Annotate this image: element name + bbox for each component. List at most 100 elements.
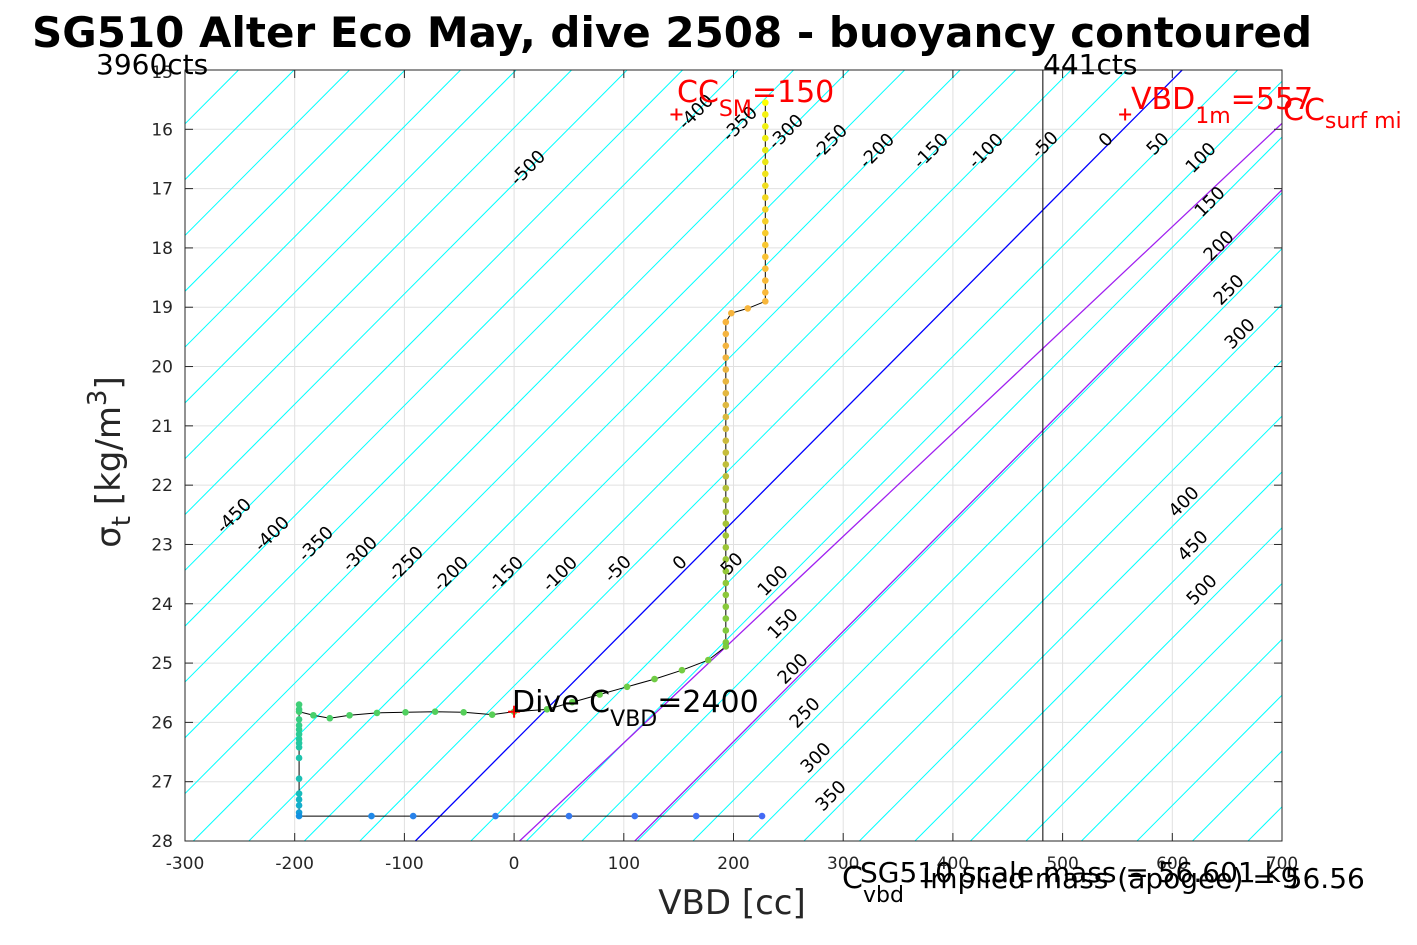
contour-line bbox=[0, 70, 17, 841]
y-tick-label: 28 bbox=[151, 832, 173, 852]
data-point bbox=[722, 437, 730, 444]
contour-line bbox=[803, 359, 1282, 841]
contour-line bbox=[970, 527, 1282, 841]
data-point bbox=[568, 698, 576, 706]
data-point bbox=[431, 708, 439, 716]
data-point bbox=[295, 754, 303, 762]
contour-line bbox=[185, 70, 461, 348]
contour-line bbox=[1359, 70, 1417, 841]
data-point bbox=[722, 496, 730, 504]
cvbd-label-sub: vbd bbox=[863, 883, 904, 908]
x-tick-label: -100 bbox=[385, 854, 424, 874]
svg-text:σt [kg/m3]: σt [kg/m3] bbox=[83, 376, 137, 548]
data-point bbox=[722, 627, 730, 634]
data-point bbox=[762, 265, 769, 272]
data-point bbox=[722, 555, 730, 563]
data-point bbox=[722, 643, 730, 650]
contour-line bbox=[192, 70, 961, 841]
cc-surf-label-main: CC bbox=[1283, 93, 1325, 128]
vbd-1m-label-main: VBD bbox=[1131, 82, 1195, 117]
data-point bbox=[492, 812, 499, 820]
y-axis-label-symbol: σ bbox=[89, 526, 129, 548]
data-point bbox=[623, 683, 631, 691]
x-tick-label: 700 bbox=[1266, 854, 1298, 874]
y-axis-label-sup: 3 bbox=[83, 390, 113, 407]
data-point bbox=[651, 675, 658, 683]
vbd-1m-label: VBD1m=557 bbox=[1131, 82, 1313, 129]
data-point bbox=[295, 790, 303, 797]
y-axis-label: σt [kg/m3] bbox=[83, 376, 137, 548]
data-point bbox=[565, 812, 573, 820]
data-point bbox=[722, 615, 730, 622]
data-point bbox=[762, 253, 769, 261]
y-tick-label: 20 bbox=[151, 358, 173, 378]
data-point bbox=[722, 378, 730, 385]
contour-line bbox=[692, 247, 1282, 841]
y-axis-ticks: 16 17 18 19 20 21 22 23 24 25 26 27 28 15 bbox=[151, 63, 1282, 852]
cc-surf-label-sub: surf mi bbox=[1325, 109, 1402, 134]
reference-lines bbox=[414, 70, 1282, 841]
contour-line bbox=[859, 415, 1282, 841]
data-point bbox=[722, 461, 730, 468]
data-point bbox=[310, 711, 317, 719]
data-point bbox=[409, 812, 417, 820]
dive-cvbd-label-sub: VBD bbox=[610, 707, 657, 732]
x-tick-label: 600 bbox=[1156, 854, 1188, 874]
data-point bbox=[596, 691, 603, 698]
x-tick-label: -200 bbox=[275, 854, 314, 874]
data-point bbox=[722, 603, 730, 611]
data-point bbox=[762, 289, 769, 296]
data-point bbox=[722, 449, 730, 456]
data-point bbox=[722, 579, 730, 587]
contour-line bbox=[185, 70, 850, 739]
x-axis-ticks: -300 -200 -100 0 100 200 300 400 500 600 700 bbox=[166, 70, 1298, 874]
data-point bbox=[722, 342, 730, 350]
contour-line bbox=[185, 70, 905, 795]
contour-line bbox=[185, 70, 628, 516]
data-point bbox=[762, 146, 769, 154]
vbd-1m-marker bbox=[1119, 108, 1132, 121]
data-point bbox=[295, 716, 303, 723]
data-point bbox=[762, 241, 769, 249]
contour-line bbox=[185, 70, 739, 627]
contour-line bbox=[185, 70, 794, 683]
contour-line bbox=[637, 192, 1282, 841]
data-point bbox=[722, 401, 730, 409]
data-point bbox=[722, 318, 730, 326]
data-point bbox=[762, 170, 769, 178]
y-axis-label-sub: t bbox=[107, 516, 137, 526]
contour-line bbox=[1304, 70, 1417, 841]
data-point bbox=[722, 330, 730, 338]
cc-sm-label-main: CC bbox=[677, 75, 719, 110]
data-point bbox=[543, 706, 551, 713]
markers bbox=[508, 108, 1132, 718]
data-point bbox=[762, 206, 769, 213]
data-point bbox=[722, 544, 730, 551]
y-tick-label: 22 bbox=[151, 476, 173, 496]
scale-mass-label: SG510 scale mass = 56.601 kg bbox=[860, 856, 1299, 889]
data-point bbox=[295, 701, 303, 708]
data-point bbox=[762, 298, 769, 305]
y-tick-label-top: 15 bbox=[151, 63, 173, 83]
chart-title: SG510 Alter Eco May, dive 2508 - buoyanc… bbox=[32, 8, 1312, 57]
y-axis-label-close: ] bbox=[89, 376, 129, 389]
y-tick-label: 18 bbox=[151, 239, 173, 259]
data-point bbox=[692, 812, 700, 820]
data-point bbox=[295, 730, 303, 738]
y-tick-label: 27 bbox=[151, 773, 173, 793]
y-tick-label: 19 bbox=[151, 298, 173, 318]
corner-label-left: 3960cts bbox=[96, 48, 208, 81]
data-point bbox=[722, 413, 730, 421]
data-point bbox=[722, 484, 730, 492]
data-point bbox=[758, 812, 766, 820]
contour-line bbox=[581, 136, 1282, 841]
dive-cvbd-label: Dive CVBD=2400 bbox=[512, 685, 759, 732]
data-point bbox=[295, 796, 303, 803]
data-point bbox=[295, 802, 303, 809]
y-tick-label: 26 bbox=[151, 713, 173, 733]
contour-line bbox=[359, 70, 1128, 841]
data-point bbox=[346, 711, 353, 719]
cc-sm-label-value: =150 bbox=[752, 75, 834, 110]
data-point bbox=[722, 520, 730, 528]
data-point bbox=[722, 532, 730, 539]
